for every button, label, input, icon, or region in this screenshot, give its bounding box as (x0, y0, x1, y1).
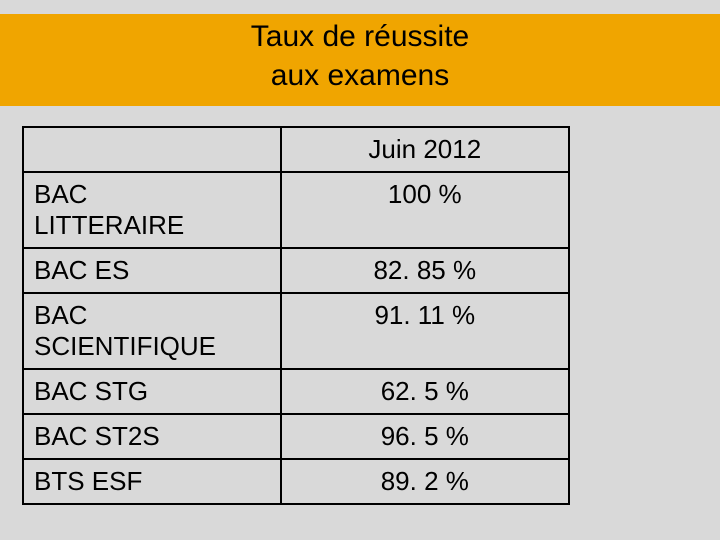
row-label: BAC LITTERAIRE (23, 172, 281, 248)
title-line2: aux examens (271, 59, 449, 92)
row2-label-l2: SCIENTIFIQUE (34, 331, 272, 362)
header-value-month: Juin 2012 (290, 134, 560, 165)
row-label: BAC ES (23, 248, 281, 293)
row-value: 82. 85 % (281, 248, 569, 293)
header-empty (23, 127, 281, 172)
row0-label-l2: LITTERAIRE (34, 210, 272, 241)
table-row: BAC ES 82. 85 % (23, 248, 569, 293)
row-label: BAC STG (23, 369, 281, 414)
page-title: Taux de réussite aux examens (0, 17, 720, 95)
row-value: 62. 5 % (281, 369, 569, 414)
table-row: BAC SCIENTIFIQUE 91. 11 % (23, 293, 569, 369)
row-label: BTS ESF (23, 459, 281, 504)
row-label: BAC ST2S (23, 414, 281, 459)
table-row: BAC STG 62. 5 % (23, 369, 569, 414)
table-row: BTS ESF 89. 2 % (23, 459, 569, 504)
row-value: 96. 5 % (281, 414, 569, 459)
results-table: Juin 2012 100 % BAC LITTERAIRE 100 % BAC… (22, 126, 570, 505)
row0-label-l1: BAC (34, 179, 272, 210)
row-value: 89. 2 % (281, 459, 569, 504)
table-row: BAC ST2S 96. 5 % (23, 414, 569, 459)
row-value: 100 % (281, 172, 569, 248)
title-line1: Taux de réussite (251, 20, 469, 53)
row-value: 91. 11 % (281, 293, 569, 369)
row-label: BAC SCIENTIFIQUE (23, 293, 281, 369)
table-header-row: Juin 2012 100 % (23, 127, 569, 172)
table-row: BAC LITTERAIRE 100 % (23, 172, 569, 248)
row2-label-l1: BAC (34, 300, 272, 331)
header-value: Juin 2012 100 % (281, 127, 569, 172)
